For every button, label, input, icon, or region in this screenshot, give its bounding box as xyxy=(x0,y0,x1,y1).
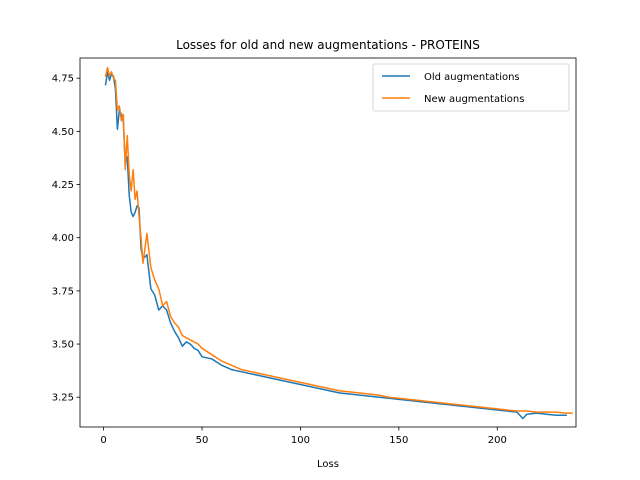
legend-label: New augmentations xyxy=(424,94,524,105)
y-tick-label: 3.25 xyxy=(52,393,74,404)
y-tick-label: 4.50 xyxy=(52,127,74,138)
x-tick-label: 150 xyxy=(389,435,408,446)
x-tick-label: 50 xyxy=(196,435,209,446)
legend-label: Old augmentations xyxy=(424,72,520,83)
y-tick-label: 3.75 xyxy=(52,286,74,297)
plot-area xyxy=(80,58,576,427)
series-line-new-augmentations xyxy=(104,66,573,414)
y-tick-label: 4.75 xyxy=(52,74,74,85)
series-layer xyxy=(104,66,573,420)
legend-box xyxy=(372,63,570,112)
x-tick-label: 0 xyxy=(100,435,106,446)
plot-frame xyxy=(79,57,577,428)
y-tick-label: 3.50 xyxy=(52,340,74,351)
series-line-old-augmentations xyxy=(104,71,567,420)
chart-title: Losses for old and new augmentations - P… xyxy=(176,38,480,52)
y-tick-label: 4.00 xyxy=(52,233,74,244)
legend: Old augmentations New augmentations xyxy=(372,63,570,112)
x-axis-label: Loss xyxy=(317,459,339,470)
y-tick-label: 4.25 xyxy=(52,180,74,191)
x-tick-label: 200 xyxy=(488,435,507,446)
axis-layer: 0 50 100 150 200 3.25 3.50 3.75 4.00 4.25 4.50 4.75 xyxy=(52,74,507,446)
x-tick-label: 100 xyxy=(291,435,310,446)
